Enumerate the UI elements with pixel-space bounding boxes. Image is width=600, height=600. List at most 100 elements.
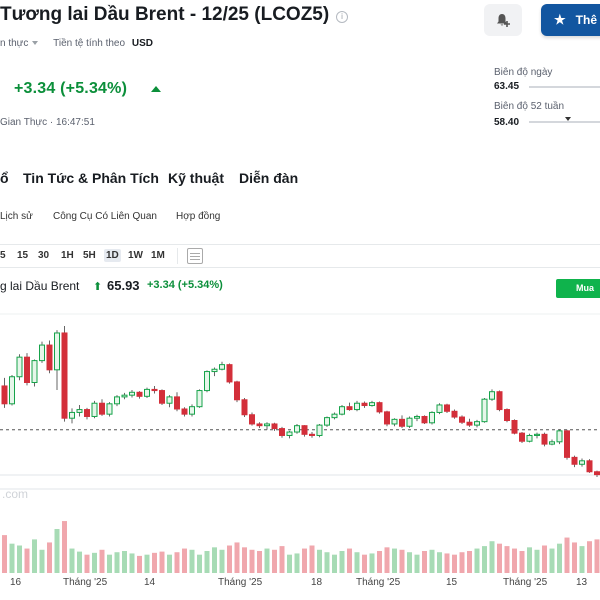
candle-body <box>106 403 113 415</box>
volume-bar <box>204 551 210 573</box>
candle-body <box>129 391 135 396</box>
volume-bar <box>414 554 420 573</box>
candle-body <box>99 402 105 415</box>
volume-bar <box>264 548 270 573</box>
timeframe-1m[interactable]: 1M <box>151 250 165 261</box>
volume-bar <box>227 545 232 573</box>
chart-settings-icon[interactable] <box>187 248 203 264</box>
candle-body <box>549 441 555 445</box>
volume-bar <box>197 554 202 573</box>
volume-bar <box>32 539 37 573</box>
volume-bar <box>219 549 225 573</box>
volume-bar <box>437 552 442 573</box>
volume-bar <box>392 548 397 573</box>
volume-bar <box>594 539 600 573</box>
day-range-bar <box>529 86 600 88</box>
subnav-history[interactable]: Lịch sử <box>0 211 33 222</box>
candle-body <box>354 402 360 411</box>
volume-bar <box>9 543 15 573</box>
candle-body <box>189 406 195 415</box>
volume-bar <box>452 554 457 573</box>
candle-body <box>586 460 593 473</box>
add-to-watchlist-button[interactable]: ★ Thê <box>541 4 600 36</box>
volume-bar <box>39 549 45 573</box>
x-axis-label: 13 <box>576 577 588 588</box>
timeframe-5h[interactable]: 5H <box>83 250 96 261</box>
volume-bar <box>2 535 7 573</box>
volume-bar <box>474 548 480 573</box>
volume-bar <box>429 549 435 573</box>
volume-bar <box>407 552 412 573</box>
star-icon: ★ <box>554 12 566 27</box>
timeframe-1h[interactable]: 1H <box>61 250 74 261</box>
page-title: Tương lai Dầu Brent - 12/25 (LCOZ5) <box>0 4 330 25</box>
data-type-dropdown[interactable]: n thực <box>0 38 39 49</box>
x-axis-label: 16 <box>10 577 22 588</box>
timeframe-30m[interactable]: 30 <box>38 250 50 261</box>
candle-body <box>39 344 45 362</box>
volume-bar <box>504 546 510 573</box>
volume-bar <box>182 548 187 573</box>
candle-body <box>121 394 128 398</box>
price-alert-button[interactable] <box>484 4 522 36</box>
candle-body <box>556 430 563 443</box>
chevron-down-icon <box>32 41 39 46</box>
volume-bar <box>564 537 570 573</box>
nav-tab-forum[interactable]: Diễn đàn <box>239 170 299 186</box>
candle-body <box>9 376 15 405</box>
candle-body <box>271 423 278 430</box>
volume-bar <box>257 551 262 573</box>
candle-body <box>481 398 488 423</box>
instrument-meta: n thực Tiền tệ tính theo USD <box>0 38 153 49</box>
volume-bar <box>519 551 525 573</box>
candlestick-chart[interactable] <box>0 300 600 575</box>
subnav-contracts[interactable]: Hợp đồng <box>176 211 221 222</box>
candle-body <box>174 396 180 410</box>
volume-bar <box>332 554 337 573</box>
quote-status-time: Gian Thực · 16:47:51 <box>0 117 95 128</box>
timeframe-1d[interactable]: 1D <box>104 249 121 262</box>
volume-bar <box>534 549 540 573</box>
subnav-related-instruments[interactable]: Công Cụ Có Liên Quan <box>53 211 157 222</box>
volume-bar <box>572 542 577 573</box>
x-axis-label: 18 <box>311 577 323 588</box>
volume-bar <box>129 553 135 573</box>
x-axis-label: Tháng '25 <box>503 577 548 588</box>
candle-body <box>241 399 248 416</box>
volume-bar <box>527 547 532 573</box>
volume-bar <box>587 541 592 573</box>
week52-range-marker <box>565 117 572 121</box>
up-triangle-icon <box>151 86 161 92</box>
volume-bar <box>144 554 150 573</box>
candle-body <box>234 381 240 401</box>
timeframe-1w[interactable]: 1W <box>128 250 143 261</box>
volume-bar <box>512 548 517 573</box>
volume-bar <box>99 549 105 573</box>
candle-body <box>579 460 585 465</box>
x-axis-label: Tháng '25 <box>356 577 401 588</box>
info-icon[interactable]: i <box>336 11 348 23</box>
candle-body <box>496 391 503 411</box>
candle-body <box>459 416 465 423</box>
candle-body <box>54 332 60 371</box>
timeframe-5m[interactable]: 5 <box>0 250 6 261</box>
volume-bar <box>234 542 240 573</box>
candle-body <box>136 391 143 397</box>
volume-bar <box>242 547 247 573</box>
candle-body <box>286 431 293 436</box>
up-arrow-icon: ⬆ <box>93 281 103 293</box>
buy-button[interactable]: Mua <box>556 279 600 298</box>
currency-label: Tiền tệ tính theo <box>53 38 126 49</box>
candle-body <box>391 418 398 425</box>
nav-tab-overview[interactable]: ổ <box>0 170 9 186</box>
timeframe-15m[interactable]: 15 <box>17 250 29 261</box>
candle-body <box>16 356 23 378</box>
nav-tab-technical[interactable]: Kỹ thuật <box>168 170 224 186</box>
candle-body <box>211 368 218 373</box>
candle-body <box>196 390 203 408</box>
volume-bar <box>122 551 127 573</box>
day-range-low: 63.45 <box>494 81 520 92</box>
candle-body <box>61 332 68 419</box>
nav-tab-news-analysis[interactable]: Tin Tức & Phân Tích <box>23 170 159 186</box>
candle-body <box>384 411 390 425</box>
